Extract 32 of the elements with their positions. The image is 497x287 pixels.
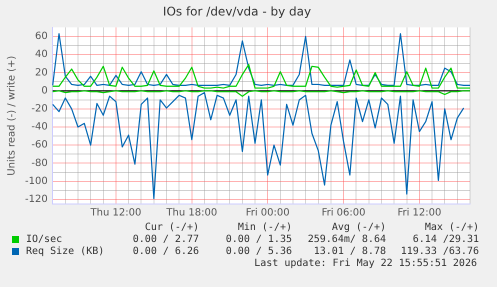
legend-label: IO/sec xyxy=(26,234,62,244)
y-tick-label: 40 xyxy=(34,49,48,60)
y-tick-label: 0 xyxy=(41,85,48,96)
text: 0.00 / 6.26 xyxy=(132,245,199,257)
y-tick-label: 60 xyxy=(34,31,48,42)
y-tick-label: 20 xyxy=(34,67,48,78)
y-tick-label: -100 xyxy=(24,176,48,187)
text: 0.00 / 5.36 xyxy=(224,245,292,257)
text: 0.00 / 2.77 xyxy=(132,233,199,245)
text: 259.64m/ 8.64 xyxy=(306,233,386,245)
chart-title: IOs for /dev/vda - by day xyxy=(162,4,312,18)
text: 13.01 / 8.78 xyxy=(312,245,386,257)
x-tick-label: Fri 00:00 xyxy=(246,208,290,219)
text: Last update: Fri May 22 15:55:51 2026 xyxy=(254,258,477,269)
text: 119.33 /63.76 xyxy=(400,245,479,257)
text: Min (-/+) xyxy=(236,221,292,233)
text: 0.00 / 1.35 xyxy=(224,233,292,245)
x-tick-label: Thu 18:00 xyxy=(165,208,218,219)
y-axis-title: Units read (-) / write (+) xyxy=(6,56,18,176)
y-tick-label: -40 xyxy=(31,122,48,133)
text: Cur (-/+) xyxy=(144,221,199,233)
y-tick-label: -60 xyxy=(31,140,48,151)
text: 6.14 /29.31 xyxy=(412,233,479,245)
y-tick-label: -120 xyxy=(24,194,48,206)
y-tick-label: -20 xyxy=(31,104,48,114)
text: Avg (-/+) xyxy=(330,221,386,233)
legend-label: Req Size (KB) xyxy=(26,246,104,256)
y-tick-label: -80 xyxy=(31,158,48,169)
x-tick-label: Fri 12:00 xyxy=(397,208,442,219)
x-tick-label: Fri 06:00 xyxy=(322,208,366,219)
x-tick-label: Thu 12:00 xyxy=(90,208,142,219)
text: Max (-/+) xyxy=(424,221,479,233)
